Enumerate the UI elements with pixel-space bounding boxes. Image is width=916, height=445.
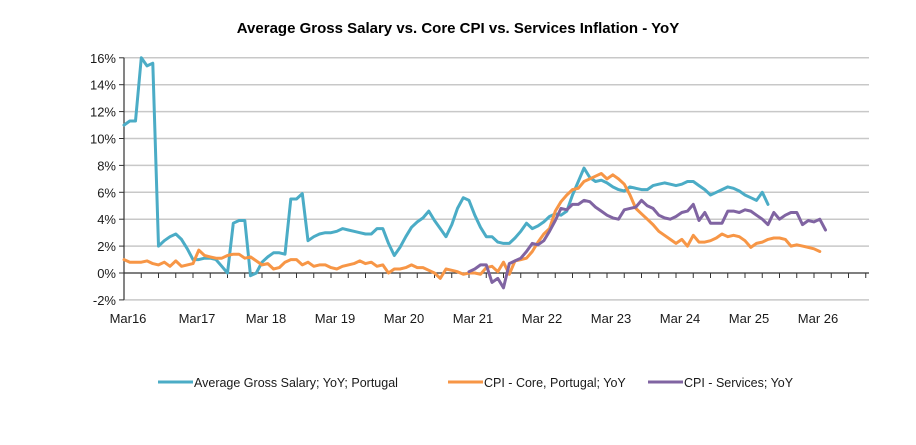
- y-tick-label: 6%: [97, 185, 116, 200]
- x-tick-label: Mar 26: [798, 311, 838, 326]
- y-tick-label: 16%: [90, 51, 116, 66]
- series-line-2: [122, 172, 822, 280]
- legend-label: Average Gross Salary; YoY; Portugal: [194, 376, 398, 390]
- x-tick-label: Mar 23: [591, 311, 631, 326]
- legend-label: CPI - Services; YoY: [684, 376, 794, 390]
- legend-item: Average Gross Salary; YoY; Portugal: [158, 376, 398, 390]
- x-tick-label: Mar 22: [522, 311, 562, 326]
- y-tick-label: 12%: [90, 105, 116, 120]
- x-tick-label: Mar 19: [315, 311, 355, 326]
- series-lines: [122, 56, 827, 290]
- y-tick-label: 0%: [97, 266, 116, 281]
- x-tick-label: Mar16: [110, 311, 147, 326]
- legend-item: CPI - Core, Portugal; YoY: [448, 376, 626, 390]
- series-line-3: [467, 198, 827, 290]
- x-tick-label: Mar 25: [729, 311, 769, 326]
- x-axis: Mar16 Mar17 Mar 18 Mar 19 Mar 20 Mar 21 Mar 22…: [110, 272, 869, 326]
- series-line-1: [122, 56, 770, 278]
- y-axis: -2% 0% 2% 4% 6% 8% 10% 12% 14% 16%: [90, 51, 125, 308]
- x-tick-label: Mar 24: [660, 311, 700, 326]
- legend: Average Gross Salary; YoY; Portugal CPI -…: [158, 376, 794, 390]
- legend-item: CPI - Services; YoY: [648, 376, 794, 390]
- y-tick-label: 14%: [90, 78, 116, 93]
- x-tick-label: Mar 20: [384, 311, 424, 326]
- chart-title: Average Gross Salary vs. Core CPI vs. Se…: [237, 20, 679, 37]
- y-tick-label: 4%: [97, 212, 116, 227]
- x-tick-label: Mar 21: [453, 311, 493, 326]
- legend-label: CPI - Core, Portugal; YoY: [484, 376, 626, 390]
- x-tick-label: Mar17: [179, 311, 216, 326]
- y-tick-label: 10%: [90, 132, 116, 147]
- x-tick-label: Mar 18: [246, 311, 286, 326]
- gridlines: [124, 57, 869, 301]
- y-tick-label: -2%: [93, 293, 117, 308]
- y-tick-label: 2%: [97, 239, 116, 254]
- y-tick-label: 8%: [97, 158, 116, 173]
